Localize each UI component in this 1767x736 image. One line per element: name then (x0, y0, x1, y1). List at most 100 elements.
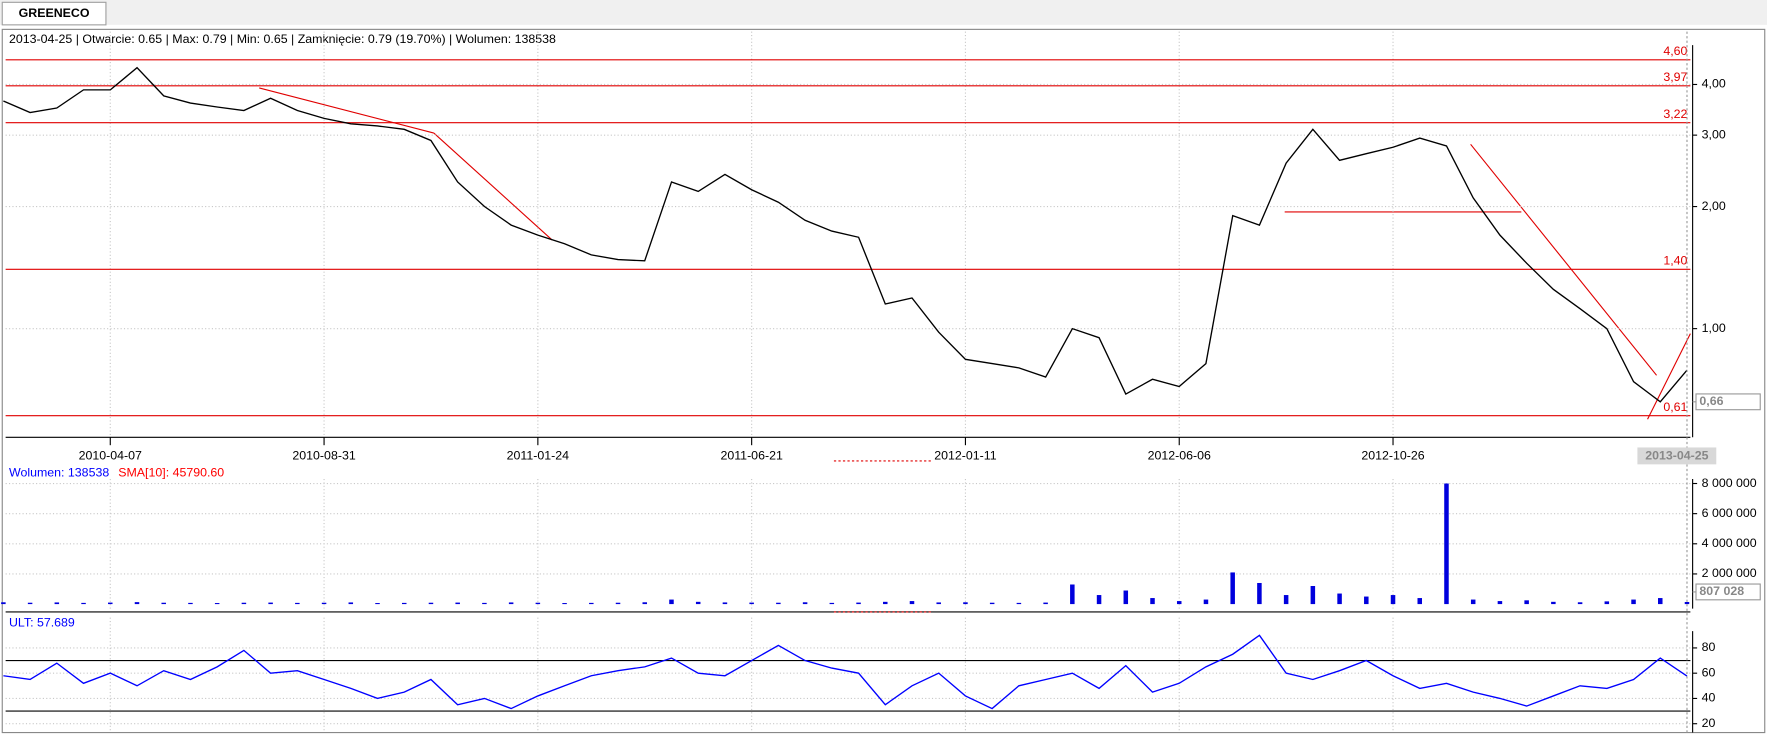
volume-bar (1577, 602, 1583, 605)
volume-bar (642, 602, 648, 605)
chart-frame (1, 28, 1766, 734)
price-line (3, 66, 1688, 403)
volume-bar (241, 602, 247, 605)
volume-bar (589, 602, 594, 605)
ult-label: ULT: 57.689 (9, 616, 75, 630)
volume-bar (1658, 598, 1663, 605)
volume-bar (508, 602, 514, 605)
volume-bar (161, 602, 166, 605)
ult-line (3, 634, 1688, 710)
volume-bar (27, 602, 33, 605)
cursor-value-box (1695, 583, 1761, 601)
cursor-value: 0,66 (1699, 394, 1723, 408)
tab-bar (0, 0, 1767, 25)
y-tick-label: 2,00 (1702, 199, 1726, 213)
tab-label[interactable]: GREENECO (19, 6, 90, 20)
level-label: 3,22 (1663, 107, 1687, 121)
volume-bar (1, 602, 6, 605)
level-label: 4,60 (1663, 44, 1687, 58)
x-tick-label: 2011-06-21 (720, 449, 782, 463)
y-tick-label: 2 000 000 (1702, 566, 1757, 580)
trend-line (259, 87, 435, 134)
info-line: 2013-04-25 | Otwarcie: 0.65 | Max: 0.79 … (9, 32, 556, 46)
level-label: 3,97 (1663, 70, 1687, 84)
volume-bar (749, 602, 754, 605)
volume-bar (1096, 595, 1102, 605)
y-tick-label: 20 (1702, 716, 1716, 730)
volume-bar (1604, 601, 1610, 605)
volume-legend: SMA[10]: 45790.60 (118, 466, 224, 480)
volume-bar (1551, 601, 1556, 605)
volume-bar (669, 599, 674, 605)
volume-bar (188, 602, 193, 605)
volume-bar (295, 602, 300, 605)
volume-bar (1684, 602, 1690, 605)
volume-bar (936, 602, 941, 605)
volume-bar (695, 601, 701, 605)
volume-bar (1470, 599, 1476, 605)
volume-bar (535, 602, 541, 605)
volume-bar (1337, 593, 1342, 605)
volume-bar (1390, 595, 1396, 605)
volume-bar (1016, 602, 1022, 605)
x-tick-label: 2012-01-11 (934, 449, 996, 463)
volume-bar (722, 602, 728, 605)
volume-bar (81, 602, 86, 605)
y-tick-label: 6 000 000 (1702, 506, 1757, 520)
volume-bar (776, 602, 781, 605)
volume-bar (829, 602, 835, 605)
cursor-value: 807 028 (1699, 584, 1744, 598)
volume-bar (1364, 596, 1369, 605)
volume-bar (375, 603, 380, 605)
volume-bar (1123, 590, 1129, 605)
volume-bar (268, 602, 273, 605)
volume-bar (401, 602, 407, 605)
volume-bar (134, 602, 140, 605)
volume-bar (54, 602, 60, 605)
y-tick-label: 8 000 000 (1702, 476, 1757, 490)
level-label: 0,61 (1663, 400, 1687, 414)
volume-bar (802, 602, 808, 605)
volume-bar (615, 602, 621, 605)
tab[interactable] (1, 1, 107, 26)
volume-bar (856, 602, 861, 605)
x-tick-label: 2012-10-26 (1361, 449, 1424, 463)
volume-bar (909, 601, 915, 605)
trend-line (433, 132, 553, 241)
volume-bar (883, 601, 888, 605)
y-tick-label: 1,00 (1702, 321, 1726, 335)
volume-bar (1070, 584, 1075, 605)
y-tick-label: 4,00 (1702, 77, 1726, 91)
volume-bar (455, 602, 460, 605)
level-label: 1,40 (1663, 254, 1687, 268)
y-tick-label: 3,00 (1702, 127, 1726, 141)
volume-bar (482, 602, 487, 605)
cursor-value-box (1695, 393, 1761, 411)
y-tick-label: 80 (1702, 640, 1716, 654)
volume-bar (1524, 600, 1529, 605)
trend-line (1470, 143, 1658, 376)
y-tick-label: 4 000 000 (1702, 536, 1757, 550)
cursor-date: 2013-04-25 (1645, 449, 1708, 463)
volume-bar (1043, 602, 1048, 605)
x-tick-label: 2011-01-24 (507, 449, 569, 463)
y-tick-label: 60 (1702, 665, 1716, 679)
volume-bar (1417, 598, 1423, 605)
trend-line (1647, 333, 1691, 420)
volume-bar (1257, 582, 1262, 605)
x-tick-label: 2012-06-06 (1148, 449, 1211, 463)
volume-bar (428, 602, 434, 605)
x-tick-label: 2010-08-31 (292, 449, 355, 463)
volume-bar (1444, 483, 1449, 605)
volume-bar (1497, 601, 1503, 605)
volume-bar (963, 602, 968, 605)
volume-bar (1176, 601, 1182, 605)
volume-bar (214, 603, 220, 605)
x-tick-label: 2010-04-07 (79, 449, 142, 463)
volume-bar (1631, 599, 1636, 605)
volume-bar (108, 602, 113, 605)
volume-bar (1310, 586, 1316, 605)
volume-bar (1150, 598, 1155, 605)
volume-bar (321, 602, 327, 605)
